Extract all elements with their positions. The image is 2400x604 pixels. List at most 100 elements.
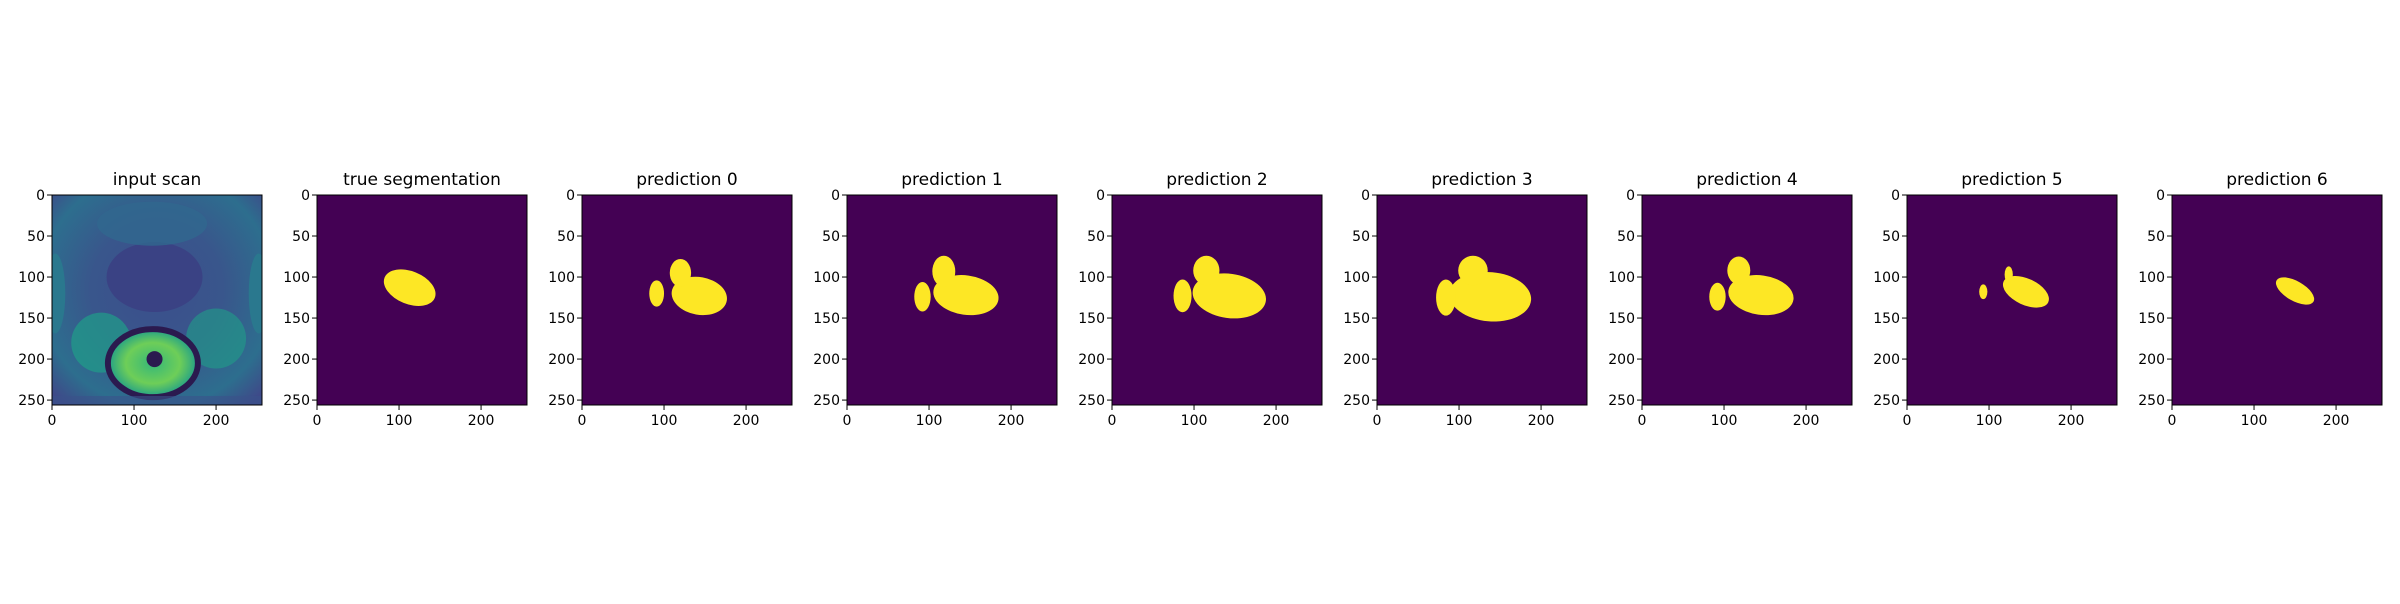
subplot-2: prediction 0 0 100 200 0 50 100 150 200 250 — [548, 170, 793, 429]
x-tick-label: 200 — [998, 413, 1025, 429]
subplot-title: prediction 0 — [636, 170, 738, 190]
subplot-title: prediction 6 — [2226, 170, 2328, 190]
y-tick-label: 250 — [283, 393, 310, 409]
y-tick-label: 200 — [2138, 352, 2165, 368]
y-tick-label: 150 — [1078, 311, 1105, 327]
subplot-1: true segmentation 0 100 200 0 50 100 150 200 250 — [283, 170, 528, 429]
y-tick-label: 100 — [1873, 270, 1900, 286]
scan-right-tissue — [186, 308, 247, 369]
mask-region-0 — [933, 275, 999, 316]
scan-coil-center — [146, 351, 163, 368]
mask-region-2 — [1979, 284, 1988, 300]
x-tick-label: 0 — [1108, 413, 1117, 429]
y-tick-label: 150 — [1343, 311, 1370, 327]
y-tick-label: 50 — [1882, 229, 1900, 245]
x-tick-label: 0 — [2168, 413, 2177, 429]
image-panel-6 — [1642, 195, 1852, 405]
mask-region-0 — [1192, 273, 1266, 319]
y-tick-label: 50 — [1352, 229, 1370, 245]
y-tick-label: 0 — [831, 188, 840, 204]
axes-frame — [846, 194, 1058, 406]
y-tick-label: 0 — [1891, 188, 1900, 204]
y-tick-label: 200 — [1873, 352, 1900, 368]
image-panel-7 — [1907, 195, 2117, 405]
subplot-5: prediction 3 0 100 200 0 50 100 150 200 250 — [1343, 170, 1588, 429]
mask-region-1 — [1727, 256, 1751, 285]
mask-region-2 — [649, 280, 665, 307]
subplot-4: prediction 2 0 100 200 0 50 100 150 200 250 — [1078, 170, 1323, 429]
x-tick-label: 200 — [1263, 413, 1290, 429]
y-tick-label: 250 — [813, 393, 840, 409]
y-tick-label: 150 — [18, 311, 45, 327]
y-tick-label: 50 — [822, 229, 840, 245]
x-tick-label: 0 — [1373, 413, 1382, 429]
subplot-title: prediction 4 — [1696, 170, 1798, 190]
subplot-title: input scan — [113, 170, 202, 190]
x-tick-label: 200 — [733, 413, 760, 429]
x-tick-label: 0 — [313, 413, 322, 429]
scan-gland-region — [106, 242, 203, 313]
y-tick-label: 50 — [1087, 229, 1105, 245]
y-tick-label: 200 — [813, 352, 840, 368]
y-tick-label: 200 — [1078, 352, 1105, 368]
y-tick-label: 50 — [27, 229, 45, 245]
axes-frame — [1641, 194, 1853, 406]
y-tick-label: 100 — [2138, 270, 2165, 286]
subplot-3: prediction 1 0 100 200 0 50 100 150 200 250 — [813, 170, 1058, 429]
x-tick-label: 0 — [1638, 413, 1647, 429]
y-tick-label: 50 — [557, 229, 575, 245]
y-tick-label: 100 — [1078, 270, 1105, 286]
y-tick-label: 0 — [2156, 188, 2165, 204]
mask-region-0 — [2275, 277, 2315, 305]
x-tick-label: 0 — [48, 413, 57, 429]
x-tick-label: 200 — [203, 413, 230, 429]
mask-background — [2172, 195, 2382, 405]
y-tick-label: 200 — [548, 352, 575, 368]
y-tick-label: 0 — [1626, 188, 1635, 204]
x-tick-label: 100 — [386, 413, 413, 429]
y-tick-label: 100 — [1343, 270, 1370, 286]
image-panel-4 — [1112, 195, 1322, 405]
mask-region-1 — [669, 258, 692, 287]
x-tick-label: 200 — [1528, 413, 1555, 429]
mask-region-1 — [1458, 255, 1488, 286]
y-tick-label: 150 — [283, 311, 310, 327]
subplot-title: prediction 1 — [901, 170, 1003, 190]
axes-frame — [316, 194, 528, 406]
scan-right-edge — [248, 253, 262, 334]
axes-frame — [1376, 194, 1588, 406]
y-tick-label: 200 — [283, 352, 310, 368]
y-tick-label: 100 — [283, 270, 310, 286]
y-tick-label: 250 — [548, 393, 575, 409]
y-tick-label: 200 — [1343, 352, 1370, 368]
mask-region-0 — [1728, 275, 1794, 316]
y-tick-label: 50 — [292, 229, 310, 245]
axes-frame — [1906, 194, 2118, 406]
mask-region-1 — [1193, 255, 1220, 286]
axes-frame — [1111, 194, 1323, 406]
image-panel-5 — [1377, 195, 1587, 405]
y-tick-label: 150 — [1608, 311, 1635, 327]
image-panel-1 — [317, 195, 527, 405]
subplot-8: prediction 6 0 100 200 0 50 100 150 200 250 — [2138, 170, 2383, 429]
image-panel-2 — [582, 195, 792, 405]
y-tick-label: 0 — [1096, 188, 1105, 204]
x-tick-label: 200 — [2058, 413, 2085, 429]
scan-upper-region — [97, 201, 208, 246]
subplot-6: prediction 4 0 100 200 0 50 100 150 200 250 — [1608, 170, 1853, 429]
mask-region-0 — [2002, 275, 2049, 308]
y-tick-label: 100 — [548, 270, 575, 286]
image-panel-3 — [847, 195, 1057, 405]
y-tick-label: 250 — [2138, 393, 2165, 409]
x-tick-label: 0 — [1903, 413, 1912, 429]
mask-region-2 — [1709, 282, 1726, 311]
mask-region-0 — [671, 276, 727, 316]
subplot-title: prediction 3 — [1431, 170, 1533, 190]
x-tick-label: 100 — [1181, 413, 1208, 429]
x-tick-label: 100 — [916, 413, 943, 429]
y-tick-label: 250 — [1078, 393, 1105, 409]
y-tick-label: 100 — [18, 270, 45, 286]
mask-region-2 — [1173, 279, 1192, 313]
x-tick-label: 100 — [1976, 413, 2003, 429]
